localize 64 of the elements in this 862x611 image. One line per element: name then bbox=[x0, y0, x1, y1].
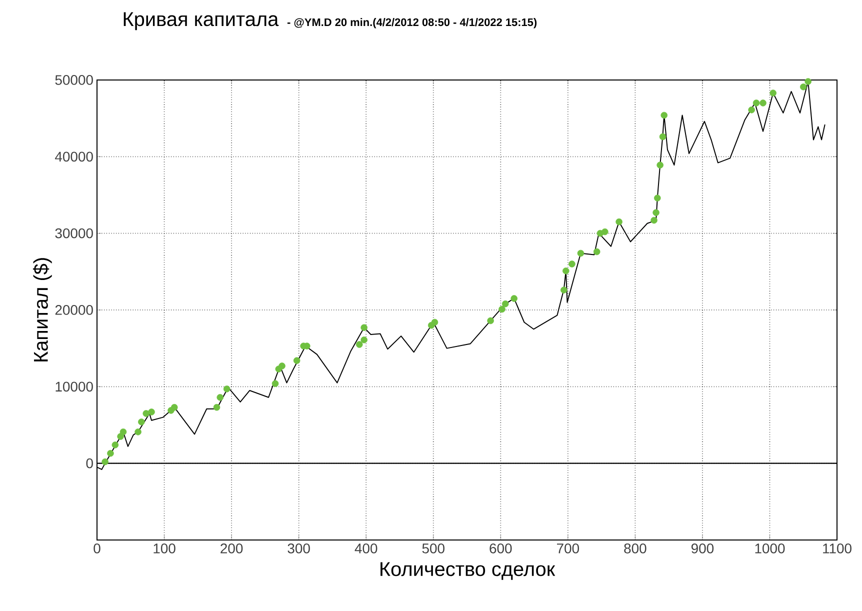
x-tick-label: 600 bbox=[490, 543, 512, 554]
point bbox=[760, 100, 766, 106]
x-tick-label: 1100 bbox=[823, 543, 852, 554]
y-axis-title: Капитал ($) bbox=[32, 258, 52, 362]
point bbox=[616, 218, 622, 226]
point bbox=[278, 362, 286, 370]
chart-title: Кривая капитала bbox=[124, 12, 279, 30]
y-tick-label: 50000 bbox=[55, 75, 93, 85]
point bbox=[748, 106, 755, 114]
point bbox=[659, 133, 666, 140]
point bbox=[804, 78, 812, 85]
point bbox=[148, 408, 155, 416]
point bbox=[562, 268, 570, 274]
point bbox=[654, 194, 661, 202]
x-tick-label: 400 bbox=[354, 543, 378, 554]
x-tick-label: 200 bbox=[220, 543, 243, 554]
point bbox=[134, 428, 142, 436]
point bbox=[660, 112, 668, 119]
point bbox=[216, 394, 224, 401]
point bbox=[138, 418, 145, 426]
y-tick-label: 10000 bbox=[56, 382, 93, 392]
x-tick-label: 800 bbox=[624, 543, 646, 554]
point bbox=[360, 324, 368, 332]
x-tick-label: 300 bbox=[288, 543, 310, 554]
point bbox=[652, 209, 660, 216]
x-tick-label: 100 bbox=[154, 543, 176, 554]
point bbox=[120, 428, 127, 436]
point bbox=[487, 317, 494, 324]
point bbox=[170, 404, 178, 411]
point bbox=[223, 386, 230, 392]
chart-subtitle: - @YM.D 20 min.(4/2/2012 08:50 - 4/1/2022 15:15) bbox=[287, 18, 537, 28]
point bbox=[593, 248, 600, 256]
y-tick-label: 30000 bbox=[55, 228, 93, 238]
point bbox=[602, 228, 608, 236]
x-tick-label: 0 bbox=[94, 543, 100, 554]
point bbox=[272, 380, 279, 387]
point bbox=[577, 250, 584, 257]
point bbox=[560, 286, 568, 294]
x-tick-label: 900 bbox=[691, 543, 714, 554]
point bbox=[107, 450, 114, 457]
point bbox=[213, 404, 220, 411]
point bbox=[356, 341, 363, 348]
y-tick-label: 40000 bbox=[55, 152, 93, 162]
x-axis-title: Количество сделок bbox=[380, 562, 556, 580]
point bbox=[650, 216, 658, 224]
x-tick-label: 500 bbox=[422, 543, 444, 554]
point bbox=[770, 90, 776, 96]
point bbox=[800, 84, 807, 90]
x-tick-label: 700 bbox=[557, 543, 580, 554]
y-tick-label: 0 bbox=[86, 458, 93, 468]
point bbox=[752, 100, 760, 106]
point bbox=[502, 300, 509, 308]
point bbox=[498, 306, 506, 313]
point bbox=[510, 295, 518, 302]
y-tick-label: 20000 bbox=[55, 305, 93, 315]
point bbox=[360, 336, 368, 344]
point bbox=[568, 260, 576, 268]
point bbox=[293, 357, 300, 364]
point bbox=[431, 318, 438, 326]
point bbox=[102, 458, 108, 466]
x-tick-label: 1000 bbox=[755, 543, 785, 554]
point bbox=[117, 433, 124, 440]
point bbox=[656, 162, 664, 168]
point bbox=[112, 442, 119, 448]
